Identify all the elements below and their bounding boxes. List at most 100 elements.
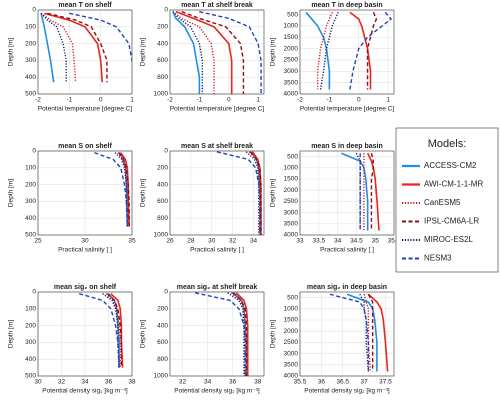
legend-box	[395, 127, 499, 273]
y-tick-label: 100	[25, 306, 36, 313]
x-tick-label: 35.5	[294, 379, 307, 386]
plot-lines	[341, 152, 380, 231]
x-tick-label: 34	[81, 379, 89, 386]
panel-title: mean sig₂ on shelf	[54, 284, 117, 291]
y-tick-label: 4000	[284, 91, 299, 98]
x-axis-label: Practical salinity [ ]	[58, 247, 112, 254]
profile-line	[227, 292, 245, 376]
profile-line	[235, 292, 249, 376]
profile-line	[69, 12, 132, 66]
y-tick-label: 100	[25, 165, 36, 172]
profile-line	[349, 11, 393, 90]
x-tick-label: -2	[167, 97, 173, 104]
y-tick-label: 600	[157, 198, 168, 205]
profile-line	[175, 10, 233, 94]
x-tick-label: 30	[208, 238, 216, 245]
legend-label: IPSL-CM6A-LR	[424, 217, 479, 226]
x-tick-label: 36	[229, 379, 237, 386]
panel-title: mean T in deep basin	[311, 2, 382, 9]
profile-line	[249, 151, 262, 235]
x-axis-label: Potential density sig₂ [kg m⁻³]	[174, 388, 260, 395]
y-tick-label: 100	[25, 24, 36, 31]
x-tick-label: 1	[256, 97, 260, 104]
y-tick-label: 3500	[284, 221, 299, 228]
x-axis-label: Potential density sig₂ [kg m⁻³]	[304, 388, 390, 395]
profile-line	[341, 152, 369, 231]
y-axis-label: Depth [m]	[140, 38, 147, 66]
x-tick-label: 38	[254, 379, 262, 386]
y-tick-label: 1000	[154, 91, 169, 98]
profile-line	[346, 293, 378, 372]
y-axis-label: Depth [m]	[270, 320, 277, 348]
y-tick-label: 200	[25, 322, 36, 329]
legend-label: MIROC-ES2L	[424, 235, 473, 244]
x-axis-label: Practical salinity [ ]	[190, 247, 244, 254]
profile-line	[232, 292, 248, 376]
profile-line	[118, 152, 130, 227]
x-tick-label: -1	[196, 97, 202, 104]
axes-box	[299, 150, 395, 236]
x-tick-label: 34.5	[350, 238, 363, 245]
y-axis-label: Depth [m]	[8, 38, 15, 66]
x-tick-label: 1	[386, 97, 390, 104]
y-tick-label: 0	[32, 289, 36, 296]
plot-area	[170, 151, 264, 235]
axes-box	[169, 9, 265, 95]
y-tick-label: 600	[157, 339, 168, 346]
profile-line	[363, 294, 372, 372]
plot-lines	[94, 152, 130, 227]
x-tick-label: 33.5	[312, 238, 325, 245]
profile-line	[78, 293, 120, 368]
profile-line	[359, 293, 370, 372]
x-tick-label: 37	[360, 379, 368, 386]
profile-line	[110, 293, 124, 368]
panel-title: mean T at shelf break	[181, 2, 253, 9]
y-tick-label: 1000	[154, 373, 169, 380]
y-tick-label: 500	[25, 91, 36, 98]
profile-line	[47, 12, 108, 83]
legend-label: CanESM5	[424, 198, 461, 207]
y-axis-label: Depth [m]	[140, 320, 147, 348]
y-tick-label: 800	[157, 215, 168, 222]
profile-line	[349, 11, 372, 90]
y-tick-label: 600	[157, 57, 168, 64]
profile-line	[106, 293, 123, 368]
profile-line	[181, 11, 245, 94]
y-tick-label: 0	[32, 7, 36, 14]
y-tick-label: 500	[287, 153, 298, 160]
x-tick-label: -1	[66, 97, 72, 104]
x-tick-label: 30	[81, 238, 89, 245]
y-tick-label: 500	[287, 294, 298, 301]
y-tick-label: 2500	[284, 57, 299, 64]
y-tick-label: 500	[25, 373, 36, 380]
panel-title: mean S at shelf break	[181, 143, 253, 150]
x-axis-label: Practical salinity [ ]	[320, 247, 374, 254]
y-tick-label: 1000	[154, 232, 169, 239]
y-tick-label: 2000	[284, 328, 299, 335]
legend-title: Models:	[428, 138, 467, 150]
x-tick-label: -1	[326, 97, 332, 104]
y-tick-label: 2000	[284, 187, 299, 194]
plot-lines	[40, 12, 132, 83]
x-tick-label: 34	[334, 238, 342, 245]
y-tick-label: 300	[25, 198, 36, 205]
plot-lines	[329, 293, 389, 372]
x-tick-label: 32	[179, 379, 187, 386]
panel-title: mean S in deep basin	[311, 143, 383, 150]
y-tick-label: 2000	[284, 45, 299, 52]
y-tick-label: 400	[25, 74, 36, 81]
y-tick-label: 1500	[284, 34, 299, 41]
plot-area	[170, 292, 264, 376]
x-axis-label: Potential temperature [degree C]	[170, 106, 264, 113]
profile-line	[40, 13, 55, 83]
profile-line	[40, 12, 77, 83]
x-tick-label: 1	[130, 97, 134, 104]
profile-line	[305, 11, 331, 90]
profile-line	[94, 152, 128, 227]
axes-box	[37, 291, 133, 377]
x-tick-label: 35	[128, 238, 136, 245]
x-tick-label: 28	[187, 238, 195, 245]
x-tick-label: 35.5	[388, 238, 401, 245]
axes-box	[299, 9, 395, 95]
